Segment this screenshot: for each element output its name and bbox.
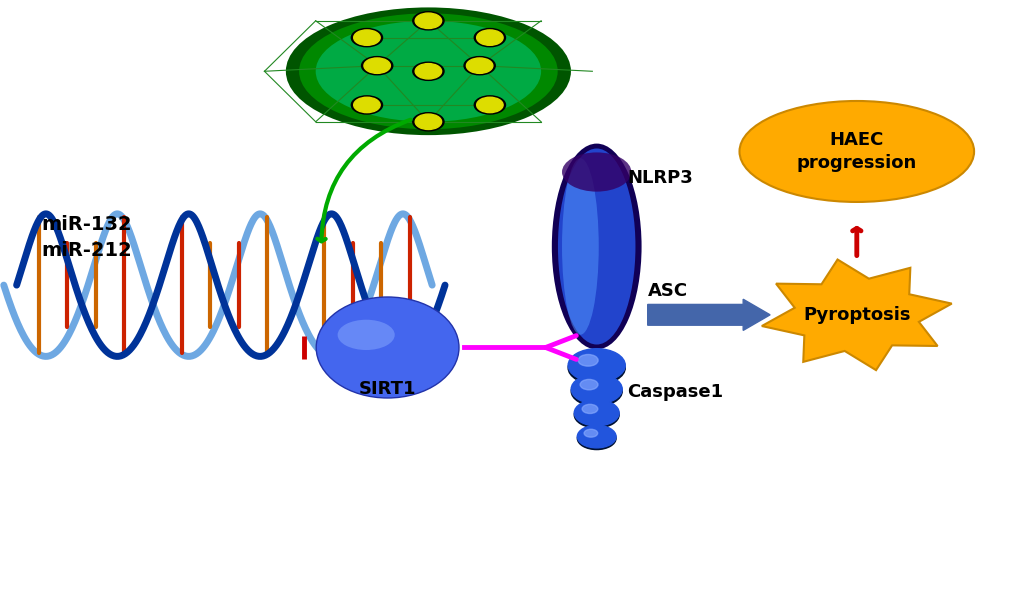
Circle shape [580,380,597,390]
Circle shape [577,427,615,450]
Text: Caspase1: Caspase1 [627,383,722,401]
Polygon shape [761,260,951,370]
Circle shape [574,402,619,428]
Circle shape [568,351,625,384]
Ellipse shape [551,144,641,349]
Ellipse shape [285,7,571,135]
Circle shape [415,64,441,79]
Ellipse shape [561,153,631,192]
Text: Pyroptosis: Pyroptosis [802,306,910,324]
Text: ASC: ASC [647,282,687,300]
Circle shape [361,56,392,75]
Circle shape [571,374,622,404]
Circle shape [364,58,390,74]
Circle shape [466,58,492,74]
Circle shape [351,29,382,47]
Ellipse shape [316,297,459,398]
Circle shape [354,97,380,113]
Circle shape [571,377,622,406]
Ellipse shape [316,21,540,122]
Ellipse shape [299,14,557,129]
Circle shape [582,405,597,413]
Circle shape [584,429,597,437]
Circle shape [413,12,443,30]
Circle shape [474,29,505,47]
Ellipse shape [561,158,598,335]
Circle shape [476,97,502,113]
Ellipse shape [739,101,973,202]
Circle shape [474,96,505,114]
FancyArrow shape [647,299,769,330]
Circle shape [476,30,502,45]
Text: SIRT1: SIRT1 [359,380,416,398]
Text: HAEC
progression: HAEC progression [796,131,916,172]
Text: NLRP3: NLRP3 [627,169,692,187]
Circle shape [415,114,441,129]
Ellipse shape [337,320,394,350]
Ellipse shape [557,148,635,345]
Circle shape [351,96,382,114]
Ellipse shape [363,320,413,345]
Text: miR-132
miR-212: miR-132 miR-212 [42,215,131,260]
Circle shape [578,355,597,366]
Circle shape [464,56,495,75]
Circle shape [574,400,619,426]
Circle shape [413,62,443,80]
Circle shape [354,30,380,45]
Circle shape [413,113,443,131]
Circle shape [415,13,441,29]
Circle shape [577,425,615,448]
Circle shape [568,349,625,382]
